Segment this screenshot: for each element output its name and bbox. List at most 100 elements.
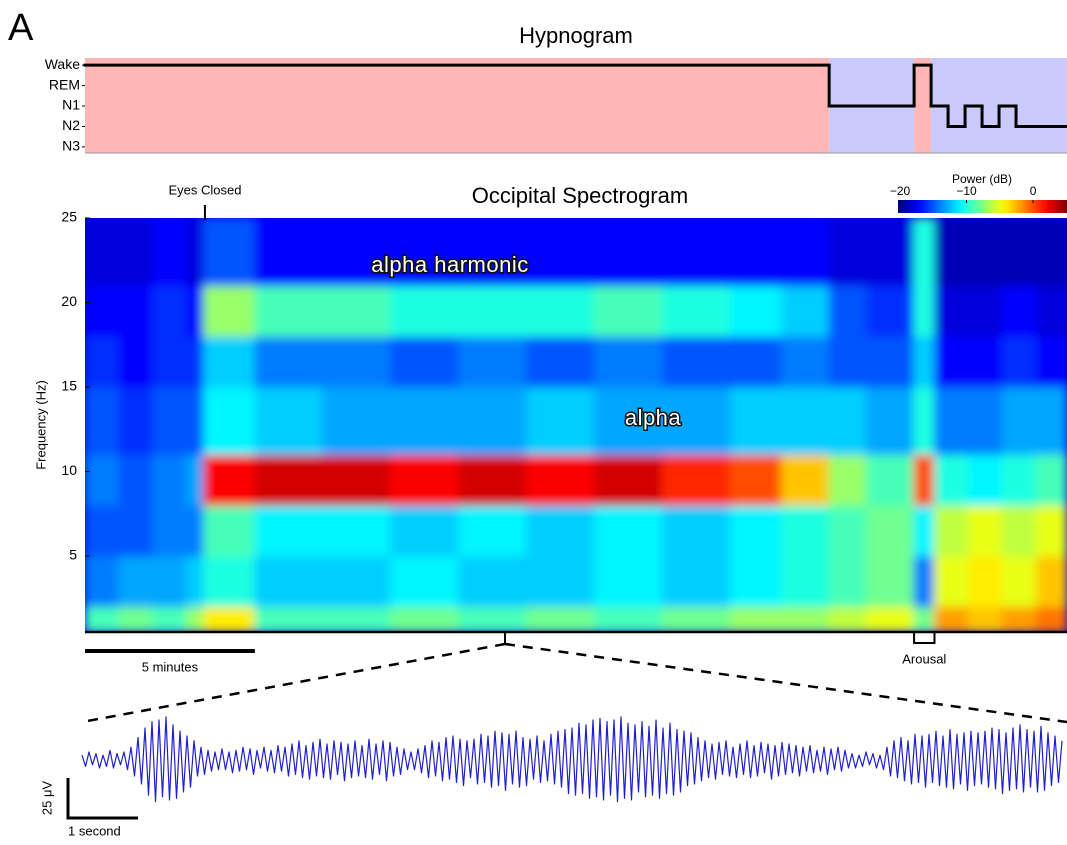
y-tick-label: N1 (62, 97, 80, 113)
heatmap-cell (85, 336, 120, 388)
heatmap-cell (662, 505, 731, 557)
heatmap-cell (322, 555, 391, 607)
heatmap-cell (968, 555, 1003, 607)
heatmap-cell (1036, 218, 1067, 287)
heatmap-cell (458, 606, 527, 632)
heatmap-cell (186, 285, 204, 337)
heatmap-cell (914, 336, 935, 388)
heatmap-cell (781, 336, 830, 388)
heatmap-cell (322, 505, 391, 557)
colorbar-tick-label: −10 (956, 184, 977, 198)
heatmap-cell (730, 606, 782, 632)
heatmap-cell (186, 386, 204, 455)
heatmap-cell (390, 505, 459, 557)
y-tick-label: Wake (45, 56, 80, 72)
heatmap-cell (118, 336, 153, 388)
heatmap-cell (526, 336, 595, 388)
heatmap-cell (730, 454, 782, 506)
heatmap-cell (1036, 606, 1067, 632)
zoom-line (505, 644, 1067, 722)
heatmap-cell (526, 606, 595, 632)
heatmap-cell (781, 218, 830, 287)
heatmap-cell (594, 505, 663, 557)
heatmap-cell (914, 555, 935, 607)
heatmap-cell (254, 555, 323, 607)
heatmap-cell (968, 285, 1003, 337)
heatmap-cell (118, 505, 153, 557)
heatmap-cell (914, 386, 935, 455)
scale-bar-label: 25 μV (39, 781, 54, 816)
heatmap-cell (152, 336, 187, 388)
heatmap-cell (1036, 454, 1067, 506)
heatmap-cell (662, 606, 731, 632)
annotation: Eyes Closed (168, 182, 241, 197)
heatmap-cell (829, 336, 867, 388)
heatmap-cell (118, 386, 153, 455)
heatmap-cell (1002, 386, 1037, 455)
heatmap-cell (934, 505, 969, 557)
heatmap-cell (152, 505, 187, 557)
heatmap-cell (730, 555, 782, 607)
y-tick-label: REM (49, 76, 80, 92)
y-tick-label: N2 (62, 117, 80, 133)
heatmap-cell (152, 285, 187, 337)
heatmap-cell (781, 386, 830, 455)
heatmap-cell (914, 218, 935, 287)
heatmap-cell (594, 454, 663, 506)
heatmap-cell (968, 505, 1003, 557)
heatmap-cell (203, 285, 255, 337)
hypnogram-title: Hypnogram (519, 23, 633, 48)
heatmap-cell (458, 285, 527, 337)
heatmap-cell (152, 386, 187, 455)
heatmap-cell (85, 218, 120, 287)
heatmap-cell (118, 285, 153, 337)
heatmap-cell (254, 505, 323, 557)
heatmap-cell (118, 454, 153, 506)
heatmap-cell (866, 606, 915, 632)
heatmap-cell (152, 218, 187, 287)
stage-shading (1016, 58, 1067, 153)
colorbar-tick-label: 0 (1030, 184, 1037, 198)
y-tick-label: 25 (61, 209, 77, 225)
heatmap-cell (829, 386, 867, 455)
heatmap-cell (730, 285, 782, 337)
heatmap-cell (526, 555, 595, 607)
heatmap-cell (914, 505, 935, 557)
heatmap-cell (118, 606, 153, 632)
y-tick-label: 15 (61, 378, 77, 394)
heatmap-cell (968, 218, 1003, 287)
heatmap-cell (934, 606, 969, 632)
heatmap-cell (322, 606, 391, 632)
heatmap-cell (914, 285, 935, 337)
heatmap-cell (1002, 606, 1037, 632)
heatmap-cell (594, 555, 663, 607)
y-tick-label: 10 (61, 462, 77, 478)
heatmap-cell (866, 336, 915, 388)
y-tick-label: 20 (61, 293, 77, 309)
heatmap-cell (85, 555, 120, 607)
heatmap-cell (203, 606, 255, 632)
panel-label: A (8, 7, 34, 49)
heatmap-cell (152, 606, 187, 632)
heatmap-cell (186, 454, 204, 506)
heatmap-cell (968, 454, 1003, 506)
heatmap-cell (1036, 555, 1067, 607)
heatmap-cell (526, 285, 595, 337)
heatmap-cell (390, 555, 459, 607)
heatmap-cell (594, 218, 663, 287)
heatmap-cell (203, 555, 255, 607)
spectrogram-title: Occipital Spectrogram (472, 183, 688, 208)
heatmap-cell (85, 285, 120, 337)
heatmap-cell (829, 505, 867, 557)
heatmap-cell (390, 386, 459, 455)
heatmap-cell (254, 218, 323, 287)
heatmap-cell (934, 285, 969, 337)
heatmap-cell (1036, 505, 1067, 557)
scale-bar-label: 5 minutes (142, 659, 199, 674)
annotation-bracket (914, 632, 934, 643)
heatmap-cell (730, 336, 782, 388)
heatmap-cell (203, 505, 255, 557)
heatmap-cell (186, 505, 204, 557)
heatmap-cell (934, 386, 969, 455)
heatmap-cell (1002, 555, 1037, 607)
